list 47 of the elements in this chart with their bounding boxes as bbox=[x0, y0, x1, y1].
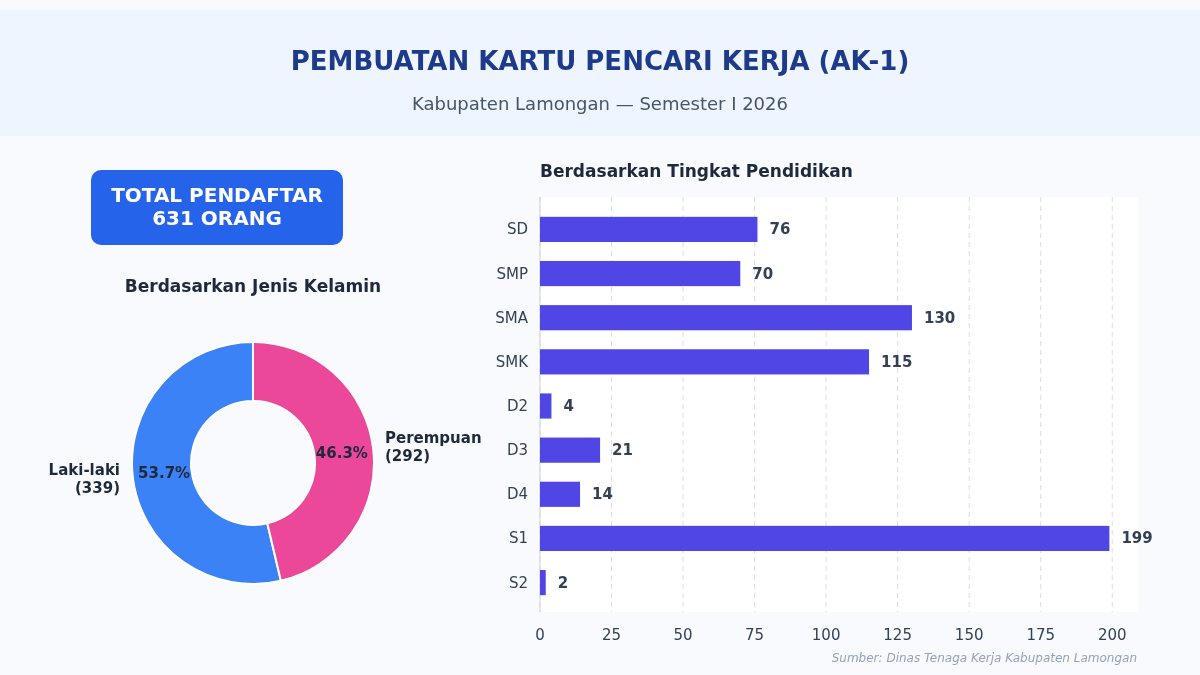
data-label: 115 bbox=[881, 352, 913, 371]
text: 631 ORANG bbox=[152, 206, 282, 230]
chart-title: Berdasarkan Tingkat Pendidikan bbox=[540, 161, 853, 181]
y-tick-label: SD bbox=[506, 220, 528, 239]
data-label: 46.3% bbox=[315, 443, 368, 462]
data-label: 53.7% bbox=[138, 464, 191, 483]
y-tick-label: SMK bbox=[495, 352, 530, 371]
x-tick-label: 25 bbox=[601, 626, 622, 644]
x-tick-label: 175 bbox=[1026, 626, 1056, 644]
data-label: 21 bbox=[612, 441, 633, 460]
text: Sumber: Dinas Tenaga Kerja Kabupaten Lamongan bbox=[831, 651, 1137, 665]
bar bbox=[540, 349, 870, 375]
text: Kabupaten Lamongan — Semester I 2026 bbox=[412, 93, 788, 114]
x-tick-label: 100 bbox=[811, 626, 841, 644]
text: PEMBUATAN KARTU PENCARI KERJA (AK-1) bbox=[290, 46, 910, 76]
y-tick-label: S1 bbox=[508, 529, 528, 548]
bar bbox=[540, 305, 912, 331]
x-tick-label: 150 bbox=[954, 626, 984, 644]
bar bbox=[540, 216, 758, 242]
x-tick-label: 0 bbox=[535, 626, 545, 644]
data-label: 130 bbox=[923, 308, 956, 327]
y-tick-label: D4 bbox=[506, 485, 528, 504]
y-tick-label: SMA bbox=[495, 308, 529, 327]
data-label: 70 bbox=[752, 264, 774, 283]
bar bbox=[540, 481, 581, 507]
x-tick-label: 125 bbox=[883, 626, 912, 644]
data-label: 14 bbox=[592, 485, 613, 504]
x-tick-label: 75 bbox=[745, 626, 765, 644]
data-label: 199 bbox=[1121, 529, 1153, 548]
bar bbox=[540, 437, 601, 463]
bar bbox=[540, 525, 1110, 552]
x-tick-label: 50 bbox=[673, 626, 693, 644]
slice-label: Perempuan (292) bbox=[385, 429, 482, 465]
y-tick-label: D2 bbox=[506, 397, 528, 415]
bar bbox=[540, 260, 741, 287]
y-tick-label: SMP bbox=[496, 264, 528, 283]
y-tick-label: S2 bbox=[508, 573, 528, 592]
data-label: 76 bbox=[769, 220, 791, 239]
data-label: 4 bbox=[563, 397, 574, 415]
bar bbox=[540, 570, 546, 596]
text: TOTAL PENDAFTAR bbox=[111, 183, 323, 207]
chart-title: Berdasarkan Jenis Kelamin bbox=[124, 276, 382, 296]
y-tick-label: D3 bbox=[506, 441, 528, 460]
x-tick-label: 200 bbox=[1097, 626, 1127, 644]
data-label: 2 bbox=[557, 573, 569, 592]
bar bbox=[540, 393, 552, 419]
slice-label: Laki-laki (339) bbox=[48, 461, 120, 497]
